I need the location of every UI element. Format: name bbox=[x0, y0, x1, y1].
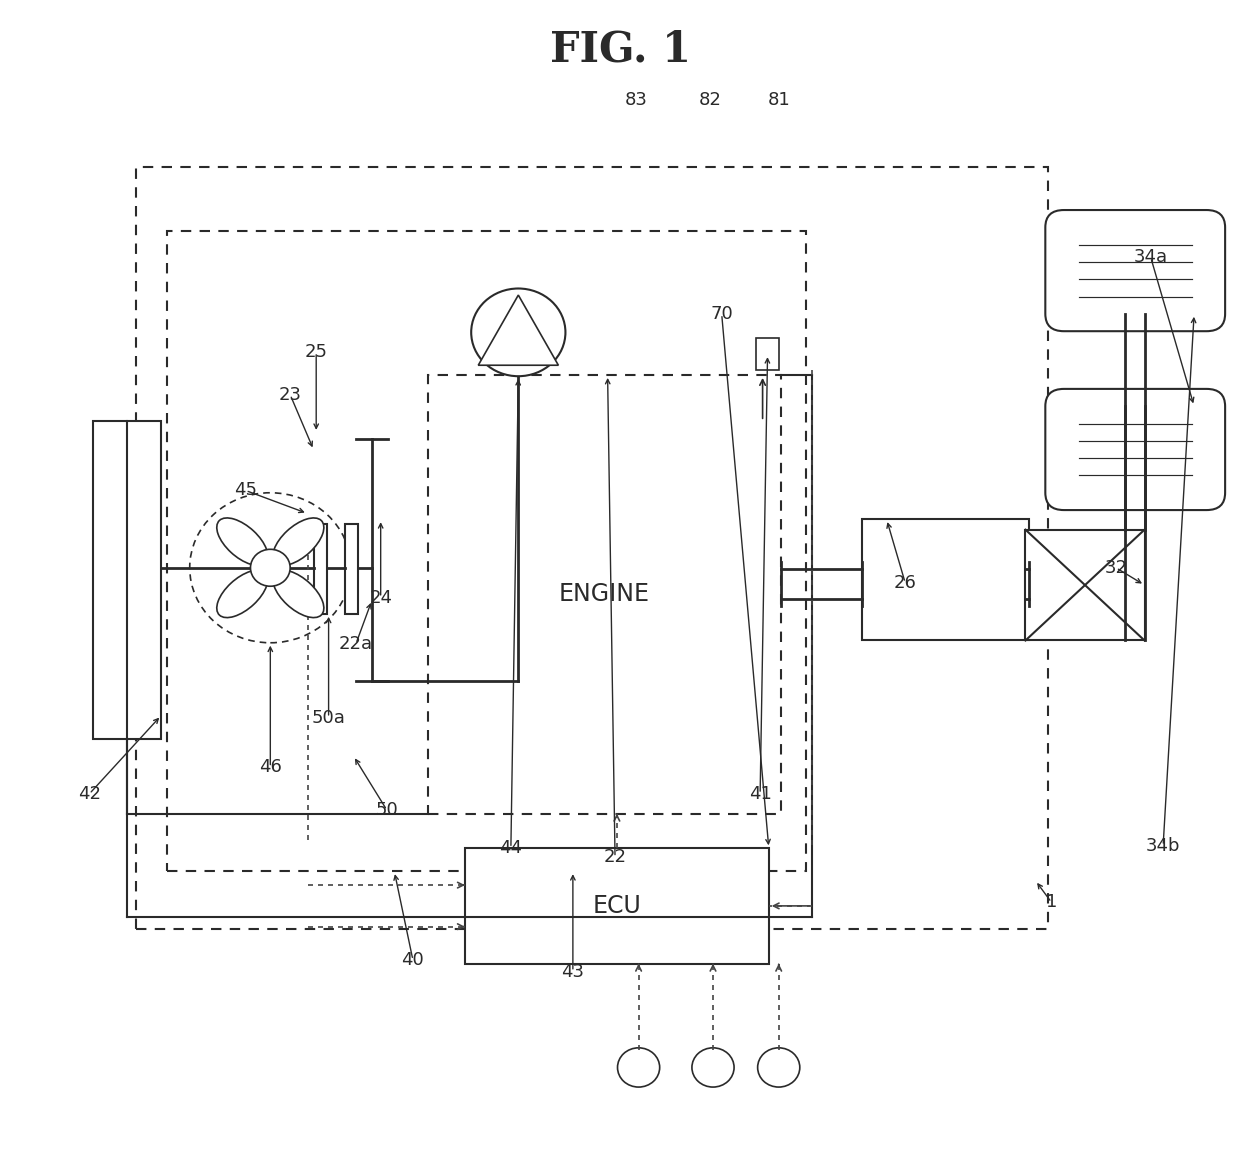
Circle shape bbox=[692, 1048, 734, 1087]
Text: 26: 26 bbox=[894, 574, 916, 592]
Text: 34a: 34a bbox=[1133, 248, 1168, 267]
Text: 1: 1 bbox=[1045, 893, 1058, 912]
Text: 41: 41 bbox=[749, 785, 771, 803]
Text: 43: 43 bbox=[562, 962, 584, 981]
FancyBboxPatch shape bbox=[314, 524, 327, 614]
Text: 50a: 50a bbox=[311, 709, 346, 727]
FancyBboxPatch shape bbox=[345, 524, 358, 614]
Text: 22a: 22a bbox=[339, 635, 373, 653]
FancyBboxPatch shape bbox=[93, 421, 161, 739]
Text: 25: 25 bbox=[305, 343, 327, 361]
Text: FIG. 1: FIG. 1 bbox=[549, 29, 691, 70]
Circle shape bbox=[758, 1048, 800, 1087]
Circle shape bbox=[250, 549, 290, 586]
Text: 83: 83 bbox=[625, 91, 647, 110]
Text: 44: 44 bbox=[500, 839, 522, 857]
Text: 45: 45 bbox=[234, 481, 257, 500]
Text: 24: 24 bbox=[370, 589, 392, 607]
Ellipse shape bbox=[217, 518, 268, 565]
FancyBboxPatch shape bbox=[756, 338, 779, 370]
FancyBboxPatch shape bbox=[428, 375, 781, 814]
Text: 23: 23 bbox=[279, 385, 301, 404]
Ellipse shape bbox=[273, 570, 324, 617]
Text: 81: 81 bbox=[768, 91, 790, 110]
Text: 32: 32 bbox=[1105, 559, 1127, 577]
Polygon shape bbox=[479, 295, 558, 365]
Text: 50: 50 bbox=[376, 801, 398, 819]
Text: 70: 70 bbox=[711, 305, 733, 323]
Ellipse shape bbox=[273, 518, 324, 565]
Circle shape bbox=[471, 288, 565, 376]
Text: 42: 42 bbox=[78, 785, 100, 803]
FancyBboxPatch shape bbox=[1045, 389, 1225, 510]
FancyBboxPatch shape bbox=[1045, 210, 1225, 331]
FancyBboxPatch shape bbox=[1025, 530, 1145, 640]
FancyBboxPatch shape bbox=[862, 519, 1029, 640]
Text: 34b: 34b bbox=[1146, 837, 1180, 855]
Circle shape bbox=[618, 1048, 660, 1087]
FancyBboxPatch shape bbox=[465, 848, 769, 964]
Text: ECU: ECU bbox=[593, 894, 641, 917]
Text: 82: 82 bbox=[699, 91, 722, 110]
Ellipse shape bbox=[217, 570, 268, 617]
Text: ENGINE: ENGINE bbox=[559, 583, 650, 606]
Text: 40: 40 bbox=[402, 951, 424, 969]
Text: 22: 22 bbox=[604, 848, 626, 867]
Text: 46: 46 bbox=[259, 758, 281, 777]
